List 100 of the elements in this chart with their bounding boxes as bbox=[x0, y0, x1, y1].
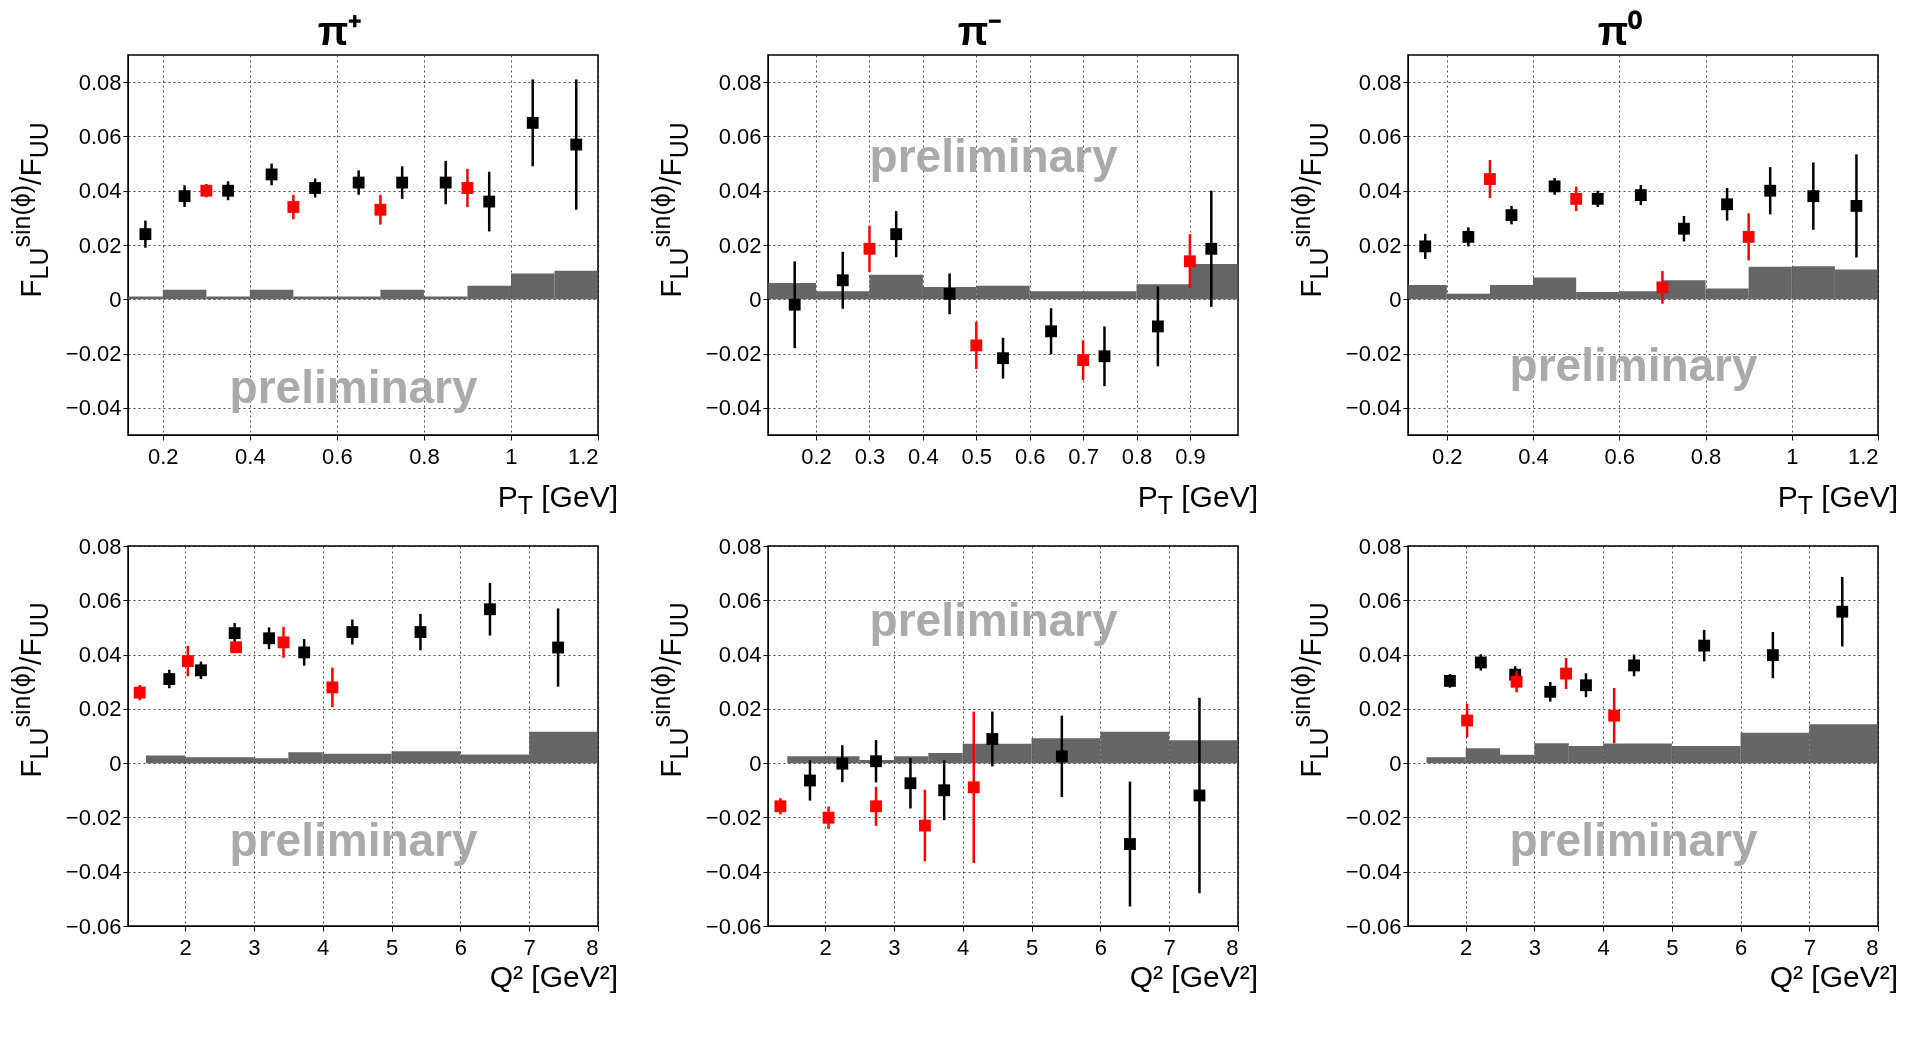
y-tick-label: 0.08 bbox=[1358, 69, 1402, 95]
x-tick-label: 0.7 bbox=[1068, 443, 1099, 469]
y-tick-label: 0.08 bbox=[718, 533, 762, 559]
x-tick-label: 0.4 bbox=[908, 443, 939, 469]
x-tick-label: 1.2 bbox=[1847, 443, 1879, 469]
y-tick-label: −0.04 bbox=[1345, 395, 1402, 421]
y-tick-label: 0.06 bbox=[78, 123, 122, 149]
y-tick-label: −0.04 bbox=[1345, 859, 1402, 885]
x-axis-title: Q² [GeV²] bbox=[489, 960, 618, 994]
y-tick-label: 0 bbox=[1389, 286, 1402, 312]
x-tick-label: 1.2 bbox=[567, 443, 599, 469]
x-tick-label: 5 bbox=[1025, 934, 1039, 960]
x-tick-label: 4 bbox=[957, 934, 970, 960]
x-tick-label: 5 bbox=[1666, 934, 1679, 960]
x-axis-title: Q² [GeV²] bbox=[1129, 960, 1258, 994]
x-tick-label: 0.8 bbox=[409, 443, 440, 469]
x-axis-title: P$_{T}$ [GeV] bbox=[497, 480, 618, 520]
y-tick-label: 0.08 bbox=[78, 533, 122, 559]
y-tick-label: −0.06 bbox=[705, 913, 762, 939]
y-tick-label: −0.02 bbox=[65, 804, 122, 830]
x-tick-label: 0.4 bbox=[235, 443, 266, 469]
y-tick-label: −0.06 bbox=[1345, 913, 1402, 939]
y-tick-label: 0.02 bbox=[78, 232, 122, 258]
y-tick-label: 0 bbox=[749, 750, 762, 776]
y-tick-label: 0 bbox=[109, 286, 122, 312]
y-tick-label: −0.04 bbox=[65, 859, 122, 885]
x-tick-label: 3 bbox=[888, 934, 901, 960]
x-tick-label: 0.9 bbox=[1175, 443, 1206, 469]
x-axis-title: P$_{T}$ [GeV] bbox=[1137, 480, 1258, 520]
y-tick-label: −0.02 bbox=[705, 804, 762, 830]
x-tick-label: 0.6 bbox=[1604, 443, 1636, 469]
y-tick-label: 0 bbox=[749, 286, 762, 312]
x-tick-label: 7 bbox=[1803, 934, 1816, 960]
y-tick-label: 0.04 bbox=[718, 642, 762, 668]
x-tick-label: 8 bbox=[1866, 934, 1879, 960]
y-tick-label: −0.02 bbox=[65, 341, 122, 367]
y-tick-label: −0.06 bbox=[65, 913, 122, 939]
y-tick-label: −0.02 bbox=[1345, 804, 1402, 830]
x-tick-label: 4 bbox=[317, 934, 330, 960]
x-tick-label: 5 bbox=[385, 934, 399, 960]
y-tick-label: 0.04 bbox=[718, 178, 762, 204]
y-tick-label: 0.02 bbox=[1358, 232, 1402, 258]
y-tick-label: −0.02 bbox=[705, 341, 762, 367]
x-tick-label: 3 bbox=[248, 934, 261, 960]
x-tick-label: 0.5 bbox=[961, 443, 993, 469]
x-tick-label: 0.6 bbox=[1014, 443, 1046, 469]
x-tick-label: 6 bbox=[454, 934, 467, 960]
x-tick-label: 4 bbox=[1597, 934, 1610, 960]
y-tick-label: 0.02 bbox=[718, 232, 762, 258]
x-tick-label: 2 bbox=[819, 934, 832, 960]
y-tick-label: −0.02 bbox=[1345, 341, 1402, 367]
x-tick-label: 0.6 bbox=[322, 443, 353, 469]
x-tick-label: 3 bbox=[1528, 934, 1542, 960]
x-tick-label: 8 bbox=[1226, 934, 1239, 960]
x-tick-label: 8 bbox=[586, 934, 599, 960]
y-tick-label: 0.06 bbox=[718, 587, 762, 613]
chart-title: π⁺ bbox=[316, 8, 364, 55]
x-axis-title: Q² [GeV²] bbox=[1769, 960, 1898, 994]
annotation: preliminary bbox=[869, 129, 1119, 182]
chart-title: π⁻ bbox=[956, 8, 1004, 55]
y-tick-label: 0.08 bbox=[1358, 533, 1402, 559]
x-tick-label: 0.3 bbox=[854, 443, 886, 469]
y-tick-label: 0.04 bbox=[78, 178, 122, 204]
x-tick-label: 0.8 bbox=[1690, 443, 1722, 469]
annotation: preliminary bbox=[229, 361, 479, 414]
x-tick-label: 6 bbox=[1094, 934, 1107, 960]
x-tick-label: 2 bbox=[1460, 934, 1473, 960]
x-tick-label: 0.4 bbox=[1518, 443, 1549, 469]
y-tick-label: 0.02 bbox=[78, 696, 122, 722]
x-tick-label: 1 bbox=[505, 443, 518, 469]
x-tick-label: 7 bbox=[523, 934, 536, 960]
x-tick-label: 0.2 bbox=[1432, 443, 1463, 469]
y-tick-label: 0.06 bbox=[1358, 123, 1402, 149]
x-tick-label: 6 bbox=[1734, 934, 1748, 960]
x-tick-label: 0.2 bbox=[148, 443, 179, 469]
y-tick-label: 0.04 bbox=[1358, 178, 1402, 204]
y-tick-label: 0.06 bbox=[1358, 587, 1402, 613]
y-tick-label: −0.04 bbox=[705, 859, 762, 885]
y-tick-label: 0.02 bbox=[718, 696, 762, 722]
y-tick-label: 0.04 bbox=[1358, 642, 1402, 668]
x-tick-label: 2 bbox=[179, 934, 192, 960]
y-tick-label: 0.08 bbox=[78, 69, 122, 95]
y-tick-label: 0.08 bbox=[718, 69, 762, 95]
y-tick-label: 0 bbox=[1389, 750, 1402, 776]
y-tick-label: 0 bbox=[109, 750, 122, 776]
y-tick-label: 0.06 bbox=[78, 587, 122, 613]
x-tick-label: 0.2 bbox=[801, 443, 832, 469]
annotation: preliminary bbox=[869, 594, 1119, 646]
x-tick-label: 0.8 bbox=[1121, 443, 1153, 469]
y-tick-label: 0.06 bbox=[718, 123, 762, 149]
annotation: preliminary bbox=[1509, 338, 1759, 391]
y-tick-label: −0.04 bbox=[705, 395, 762, 421]
y-tick-label: 0.04 bbox=[78, 642, 122, 668]
annotation: preliminary bbox=[229, 814, 479, 867]
chart-title: π⁰ bbox=[1596, 8, 1644, 55]
y-tick-label: −0.04 bbox=[65, 395, 122, 421]
y-tick-label: 0.02 bbox=[1358, 696, 1402, 722]
x-tick-label: 7 bbox=[1163, 934, 1176, 960]
x-tick-label: 1 bbox=[1786, 443, 1799, 469]
x-axis-title: P$_{T}$ [GeV] bbox=[1777, 480, 1898, 520]
